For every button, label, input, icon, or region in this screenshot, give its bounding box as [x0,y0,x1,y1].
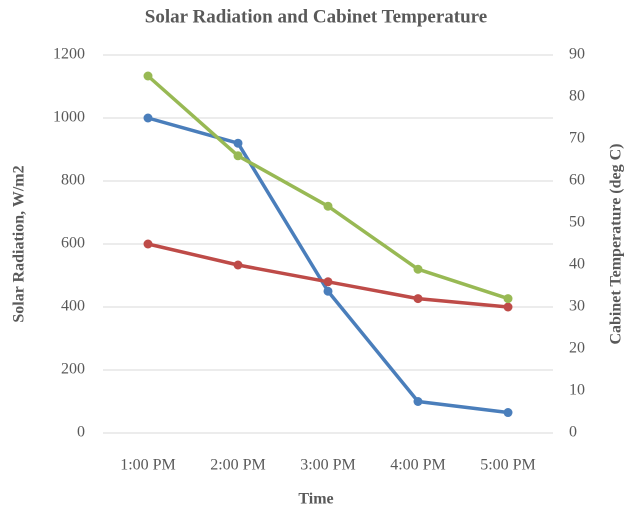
y2-tick-label: 0 [569,424,577,441]
data-point [413,397,423,406]
data-point [503,302,513,312]
data-point [143,113,153,123]
y-tick-label: 1000 [53,109,85,126]
x-tick-label: 5:00 PM [480,457,536,474]
y-tick-label: 0 [77,424,85,441]
y2-tick-label: 70 [569,130,585,147]
x-tick-label: 1:00 PM [120,457,176,474]
y2-tick-label: 40 [569,256,585,273]
data-point [323,201,333,211]
y2-tick-label: 50 [569,214,585,231]
y2-tick-label: 20 [569,340,585,357]
data-point [233,151,243,161]
x-tick-label: 4:00 PM [390,457,446,474]
x-tick-label: 3:00 PM [300,457,356,474]
y-axis-label: Solar Radiation, W/m2 [11,165,28,322]
data-point [233,260,243,270]
y-tick-label: 600 [61,235,85,252]
series-line [146,74,509,301]
y2-tick-label: 60 [569,172,585,189]
data-point [323,277,333,287]
data-point [323,286,333,296]
y-tick-label: 200 [61,361,85,378]
y-tick-label: 1200 [53,46,85,63]
y2-tick-label: 30 [569,298,585,315]
y-tick-label: 800 [61,172,85,189]
x-axis-label: Time [298,491,333,508]
y2-tick-label: 10 [569,382,585,399]
series-line [147,116,509,415]
data-point [143,239,153,249]
data-point [413,264,423,274]
chart-title: Solar Radiation and Cabinet Temperature [145,6,487,27]
data-point [233,138,243,148]
x-tick-label: 2:00 PM [210,457,266,474]
y2-tick-label: 90 [569,46,585,63]
y2-axis-label: Cabinet Temperature (deg C) [608,143,625,344]
data-point [503,408,513,418]
data-point [143,71,153,81]
data-point [503,294,513,304]
data-point [413,294,423,304]
y-tick-label: 400 [61,298,85,315]
series-line [147,242,509,309]
y2-tick-label: 80 [569,88,585,105]
